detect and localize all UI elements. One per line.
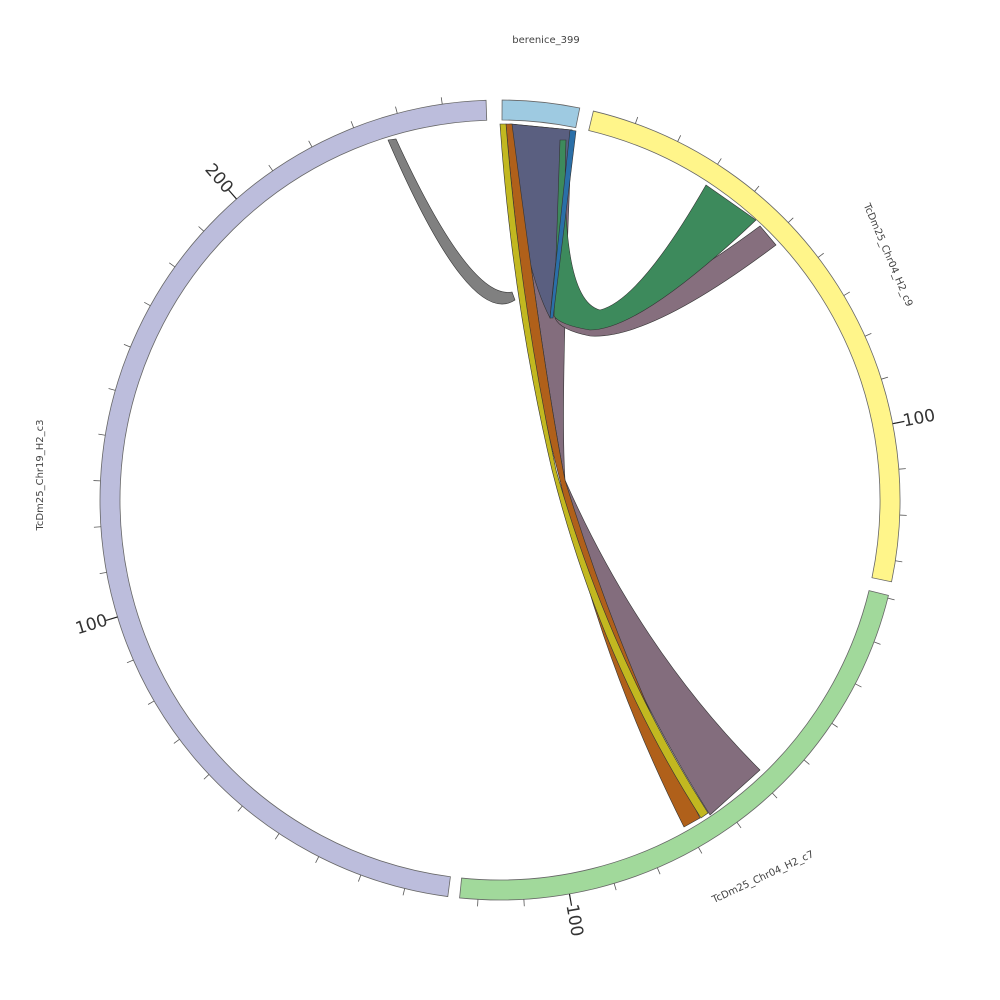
- minor-tick: [198, 226, 205, 232]
- minor-tick: [873, 641, 881, 645]
- minor-tick: [736, 822, 742, 829]
- minor-tick: [315, 856, 320, 864]
- segment: [501, 99, 581, 129]
- tick-label: 100: [73, 611, 110, 640]
- tick-label: 100: [901, 406, 937, 432]
- ideogram-ring: berenice_399 100 TcDm25_Chr04_H2_c9 100 TcDm…: [35, 35, 937, 938]
- segment: [459, 590, 889, 901]
- ribbons: [387, 123, 777, 828]
- minor-tick: [887, 597, 895, 601]
- minor-tick: [831, 722, 838, 728]
- minor-tick: [308, 140, 313, 148]
- minor-tick: [144, 301, 151, 307]
- segment: [99, 99, 488, 898]
- minor-tick: [754, 185, 760, 192]
- minor-tick: [677, 135, 682, 142]
- minor-tick: [350, 121, 355, 128]
- minor-tick: [881, 376, 889, 380]
- minor-tick: [395, 106, 398, 114]
- segment-label: TcDm25_Chr19_H2_c3: [35, 420, 46, 532]
- minor-tick: [123, 344, 131, 348]
- ribbon: [549, 129, 577, 319]
- minor-tick: [268, 164, 274, 172]
- minor-tick: [108, 388, 116, 391]
- minor-tick: [99, 571, 107, 575]
- ribbon: [553, 139, 757, 331]
- minor-tick: [173, 738, 180, 744]
- major-tick: [228, 189, 237, 200]
- minor-tick: [895, 560, 903, 563]
- minor-tick: [613, 883, 617, 891]
- minor-tick: [126, 659, 134, 664]
- minor-tick: [634, 116, 639, 124]
- minor-tick: [274, 833, 280, 840]
- minor-tick: [771, 792, 778, 799]
- minor-tick: [203, 774, 210, 780]
- minor-tick: [843, 291, 851, 296]
- major-tick: [892, 420, 905, 425]
- tick-label: 100: [561, 903, 586, 938]
- minor-tick: [237, 805, 243, 812]
- segment-label: TcDm25_Chr04_H2_c7: [710, 849, 816, 906]
- ribbon: [499, 123, 709, 819]
- minor-tick: [717, 158, 722, 165]
- minor-tick: [817, 252, 824, 258]
- minor-tick: [169, 262, 176, 268]
- tick-label: 200: [201, 160, 237, 198]
- major-tick: [105, 616, 118, 622]
- minor-tick: [147, 700, 155, 705]
- major-tick: [568, 893, 573, 906]
- minor-tick: [440, 97, 443, 105]
- minor-tick: [898, 468, 906, 470]
- minor-tick: [698, 847, 703, 854]
- minor-tick: [864, 333, 872, 337]
- segment: [588, 110, 901, 583]
- minor-tick: [98, 433, 106, 436]
- minor-tick: [855, 683, 862, 688]
- segment-label: berenice_399: [512, 35, 579, 46]
- minor-tick: [787, 217, 794, 223]
- minor-tick: [803, 759, 810, 765]
- segment-label: TcDm25_Chr04_H2_c9: [860, 201, 914, 308]
- minor-tick: [358, 874, 362, 882]
- minor-tick: [402, 888, 406, 896]
- minor-tick: [656, 867, 661, 875]
- ribbon: [387, 138, 516, 305]
